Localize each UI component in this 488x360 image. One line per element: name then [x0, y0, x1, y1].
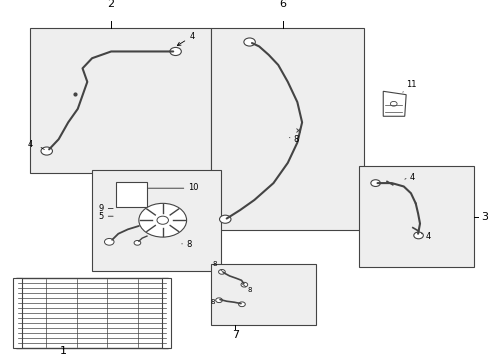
Bar — [116, 182, 147, 207]
Circle shape — [134, 240, 141, 245]
Text: 8: 8 — [210, 299, 215, 305]
Text: 9: 9 — [99, 204, 104, 213]
Bar — [30, 28, 211, 173]
Circle shape — [139, 203, 186, 237]
Text: 4: 4 — [177, 32, 195, 45]
Bar — [92, 170, 221, 271]
Circle shape — [241, 282, 247, 287]
Bar — [211, 28, 364, 230]
Bar — [359, 166, 473, 267]
Circle shape — [244, 38, 255, 46]
Bar — [162, 278, 170, 348]
Text: 4: 4 — [27, 140, 32, 149]
Circle shape — [219, 215, 230, 223]
Polygon shape — [383, 91, 406, 116]
Circle shape — [389, 102, 396, 106]
Circle shape — [370, 180, 380, 186]
Circle shape — [41, 147, 52, 155]
Circle shape — [218, 270, 225, 274]
Text: 5: 5 — [99, 212, 104, 221]
Circle shape — [413, 232, 423, 239]
Text: 4: 4 — [408, 173, 414, 182]
Text: 8: 8 — [186, 240, 192, 249]
Bar — [16, 278, 168, 348]
Text: 8: 8 — [212, 261, 217, 267]
Circle shape — [238, 302, 245, 307]
Bar — [211, 264, 316, 325]
Text: 8: 8 — [247, 287, 251, 293]
Text: 2: 2 — [107, 0, 115, 9]
Circle shape — [215, 298, 222, 303]
Text: 8: 8 — [293, 135, 298, 144]
Text: 1: 1 — [60, 346, 67, 356]
Text: 11: 11 — [406, 80, 416, 89]
Text: 10: 10 — [188, 183, 199, 192]
Circle shape — [104, 238, 114, 245]
Circle shape — [157, 216, 168, 224]
Text: 4: 4 — [425, 231, 429, 240]
Text: 3: 3 — [480, 212, 487, 222]
Text: 7: 7 — [231, 330, 238, 340]
Bar — [13, 278, 22, 348]
Text: 6: 6 — [279, 0, 286, 9]
Circle shape — [169, 48, 181, 55]
